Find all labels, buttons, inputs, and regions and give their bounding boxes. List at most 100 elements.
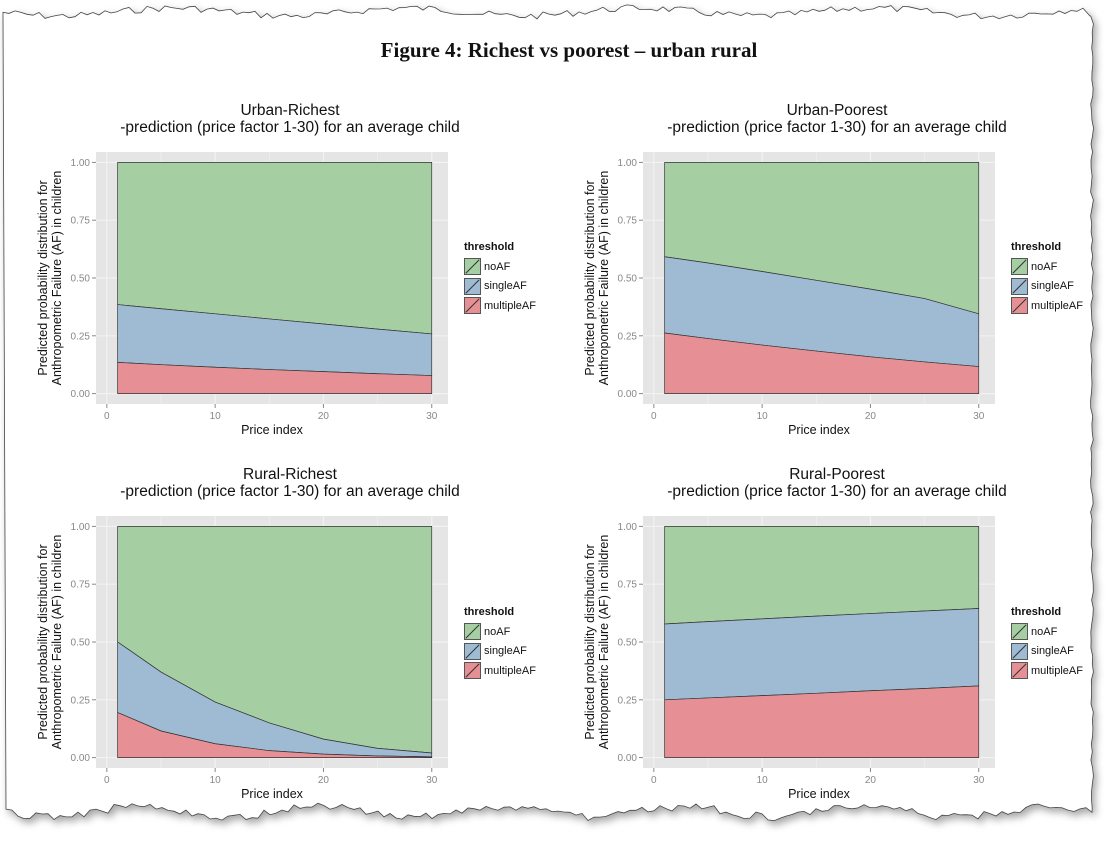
legend-label: singleAF (1031, 645, 1074, 658)
y-tick-label: 0.50 (71, 274, 91, 285)
y-tick-label: 0.00 (71, 389, 91, 400)
area-multipleaf (664, 685, 980, 758)
legend-label: multipleAF (1031, 664, 1083, 677)
legend-swatch-multipleaf (464, 297, 481, 315)
x-tick-label: 10 (210, 775, 222, 786)
x-axis-label: Price index (788, 787, 851, 801)
legend-item-multipleaf: multipleAF (1011, 296, 1083, 316)
y-axis-label: Predicted probability distribution for (36, 180, 50, 375)
legend-swatch-noaf (1011, 258, 1028, 276)
panel-title-main: Urban-Poorest (786, 102, 888, 119)
legend-swatch-multipleaf (1011, 297, 1028, 315)
panel-rural-richest: Rural-Richest -prediction (price factor … (20, 464, 560, 804)
legend: threshold noAF singleAF multipleAF (1011, 606, 1083, 681)
y-axis-label: Predicted probability distribution for (36, 544, 50, 739)
legend-label: multipleAF (484, 664, 536, 677)
legend: threshold noAF singleAF multipleAF (464, 606, 536, 681)
legend-item-multipleaf: multipleAF (1011, 661, 1083, 681)
x-tick-label: 20 (865, 775, 877, 786)
legend-item-singleaf: singleAF (1011, 642, 1083, 662)
x-tick-label: 20 (865, 411, 877, 422)
legend-item-singleaf: singleAF (1011, 277, 1083, 297)
y-axis-label: Predicted probability distribution for (583, 180, 597, 375)
legend-title: threshold (464, 241, 515, 253)
y-tick-label: 0.75 (618, 216, 638, 227)
y-tick-label: 1.00 (71, 522, 91, 533)
legend: threshold noAF singleAF multipleAF (1011, 241, 1083, 316)
x-tick-label: 20 (318, 775, 330, 786)
y-tick-label: 0.50 (71, 638, 91, 649)
figure-title: Figure 4: Richest vs poorest – urban rur… (380, 38, 758, 62)
panel-subtitle: -prediction (price factor 1-30) for an a… (667, 483, 1007, 500)
x-tick-label: 0 (104, 411, 110, 422)
legend-swatch-multipleaf (1011, 662, 1028, 680)
panel-title: Urban-Poorest -prediction (price factor … (567, 102, 1107, 136)
legend-label: multipleAF (1031, 299, 1083, 312)
y-tick-label: 0.50 (618, 274, 638, 285)
legend-label: singleAF (1031, 280, 1074, 293)
legend-item-singleaf: singleAF (464, 642, 536, 662)
legend-title: threshold (1011, 241, 1062, 253)
legend-label: noAF (1031, 260, 1058, 273)
panel-title: Rural-Poorest -prediction (price factor … (567, 466, 1107, 500)
legend-item-noaf: noAF (464, 257, 536, 277)
area-multipleaf (664, 332, 980, 394)
legend-swatch-noaf (464, 258, 481, 276)
y-tick-label: 0.00 (618, 753, 638, 764)
panel-title-main: Rural-Richest (243, 466, 337, 483)
y-tick-label: 0.25 (618, 331, 638, 342)
legend-item-noaf: noAF (464, 622, 536, 642)
y-tick-label: 1.00 (71, 158, 91, 169)
legend-swatch-singleaf (464, 642, 481, 660)
legend-swatch-noaf (1011, 623, 1028, 641)
y-tick-label: 0.25 (71, 695, 91, 706)
panel-subtitle: -prediction (price factor 1-30) for an a… (120, 483, 460, 500)
x-tick-label: 30 (973, 411, 985, 422)
panel-rural-poorest: Rural-Poorest -prediction (price factor … (567, 464, 1107, 804)
y-axis-label: Anthropometric Failure (AF) in children (597, 535, 611, 750)
legend-swatch-multipleaf (464, 662, 481, 680)
legend-item-singleaf: singleAF (464, 277, 536, 297)
legend-label: multipleAF (484, 299, 536, 312)
legend-label: singleAF (484, 280, 527, 293)
x-tick-label: 10 (210, 411, 222, 422)
area-noaf (117, 162, 433, 335)
y-tick-label: 0.00 (618, 389, 638, 400)
x-tick-label: 30 (973, 775, 985, 786)
legend-label: singleAF (484, 645, 527, 658)
panel-title: Rural-Richest -prediction (price factor … (20, 466, 560, 500)
y-tick-label: 0.00 (71, 753, 91, 764)
chart-urban-richest: 0.00 0.25 0.50 0.75 1.00 0 10 20 30 Price index Pr… (36, 152, 448, 437)
y-tick-label: 0.75 (71, 580, 91, 591)
y-tick-label: 0.25 (71, 331, 91, 342)
panel-subtitle: -prediction (price factor 1-30) for an a… (667, 119, 1007, 136)
legend-swatch-singleaf (464, 277, 481, 295)
x-tick-label: 30 (426, 775, 438, 786)
panel-urban-richest: Urban-Richest -prediction (price factor … (20, 100, 560, 440)
legend-label: noAF (1031, 625, 1058, 638)
y-tick-label: 1.00 (618, 522, 638, 533)
area-singleaf (664, 608, 980, 701)
chart-rural-poorest: 0.00 0.25 0.50 0.75 1.00 0 10 20 30 Price index Pr… (583, 516, 995, 801)
y-axis-label: Predicted probability distribution for (583, 544, 597, 739)
area-noaf (664, 526, 980, 625)
x-axis-label: Price index (788, 423, 851, 437)
panel-subtitle: -prediction (price factor 1-30) for an a… (120, 119, 460, 136)
x-tick-label: 10 (757, 411, 769, 422)
x-tick-label: 10 (757, 775, 769, 786)
y-tick-label: 0.75 (71, 216, 91, 227)
legend-item-noaf: noAF (1011, 622, 1083, 642)
x-tick-label: 0 (651, 775, 657, 786)
legend-swatch-noaf (464, 623, 481, 641)
panel-urban-poorest: Urban-Poorest -prediction (price factor … (567, 100, 1107, 440)
x-axis-label: Price index (241, 423, 304, 437)
y-tick-label: 1.00 (618, 158, 638, 169)
y-tick-label: 0.75 (618, 580, 638, 591)
x-tick-label: 30 (426, 411, 438, 422)
panel-title-main: Urban-Richest (240, 102, 340, 119)
panel-title: Urban-Richest -prediction (price factor … (20, 102, 560, 136)
legend-item-multipleaf: multipleAF (464, 296, 536, 316)
y-axis-label: Anthropometric Failure (AF) in children (597, 171, 611, 386)
y-axis-label: Anthropometric Failure (AF) in children (50, 171, 64, 386)
x-tick-label: 20 (318, 411, 330, 422)
